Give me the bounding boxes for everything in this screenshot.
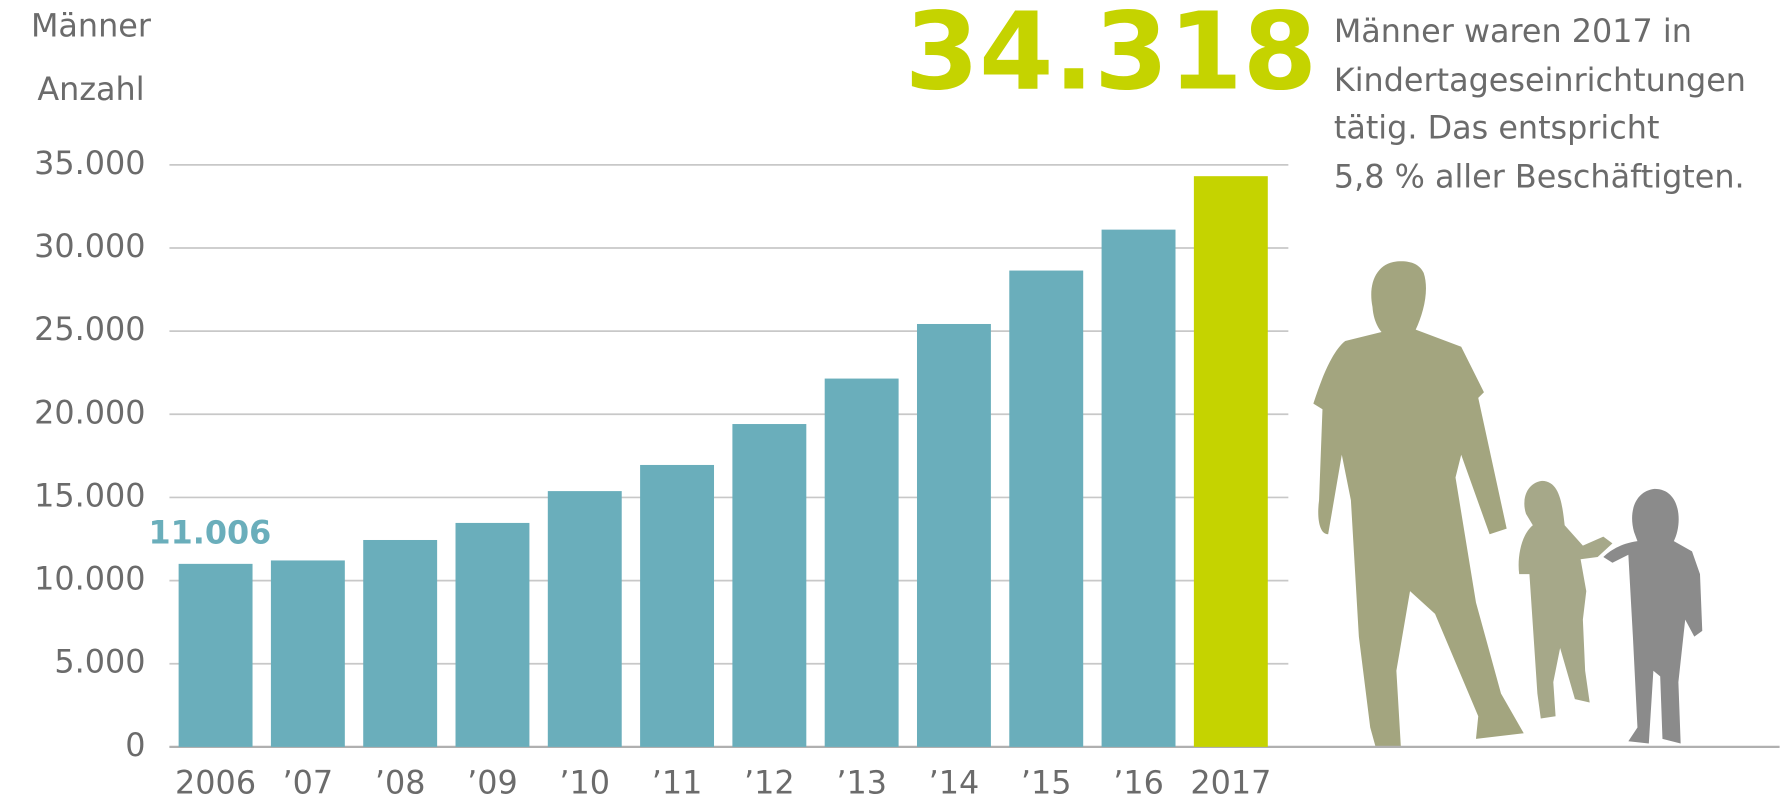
x-tick-label: ’10 (559, 763, 610, 801)
x-tick-label: 2006 (175, 763, 256, 801)
value-label: 11.006 (148, 513, 271, 551)
x-tick-label: ’16 (1113, 763, 1164, 801)
child-silhouette (1603, 489, 1702, 744)
bar (271, 560, 345, 746)
bar (456, 523, 530, 747)
x-tick-label: ’15 (1021, 763, 1072, 801)
bar (825, 379, 899, 747)
x-tick-label: ’13 (836, 763, 887, 801)
bar (917, 324, 991, 747)
bar (179, 564, 253, 747)
x-tick-label: ’14 (929, 763, 980, 801)
child-silhouette (1519, 481, 1613, 719)
annotation: 5,8 % aller Beschäftigten. (1334, 157, 1745, 195)
bar (548, 491, 622, 747)
y-tick-label: 35.000 (34, 144, 145, 182)
annotation: tätig. Das entspricht (1334, 109, 1660, 147)
x-tick-label: ’09 (467, 763, 518, 801)
bar (1194, 176, 1268, 747)
y-tick-label: 30.000 (34, 227, 145, 265)
x-tick-label: 2017 (1190, 763, 1271, 801)
chart: Männer Anzahl Männer waren 2017 in Kinde… (0, 0, 1783, 806)
bar (363, 540, 437, 747)
value-label: 34.318 (905, 0, 1317, 114)
x-tick-label: ’11 (652, 763, 703, 801)
bar (1009, 271, 1083, 747)
y-tick-label: 25.000 (34, 310, 145, 348)
silhouettes (1313, 261, 1702, 748)
x-tick-label: ’08 (375, 763, 426, 801)
annotation: Männer waren 2017 in (1334, 12, 1692, 50)
x-tick-label: ’12 (744, 763, 795, 801)
y-tick-label: 5.000 (54, 643, 145, 681)
annotation: Kindertageseinrichtungen (1334, 61, 1746, 99)
bar (732, 424, 806, 747)
bar (1102, 230, 1176, 747)
bar (640, 465, 714, 747)
y-tick-label: 15.000 (34, 476, 145, 514)
man-silhouette (1313, 261, 1523, 748)
y-tick-label: 0 (125, 726, 145, 764)
y-tick-label: 20.000 (34, 393, 145, 431)
y-axis-title: Anzahl (37, 70, 144, 108)
y-tick-label: 10.000 (34, 560, 145, 598)
y-axis-title: Männer (31, 6, 152, 44)
x-tick-label: ’07 (283, 763, 334, 801)
